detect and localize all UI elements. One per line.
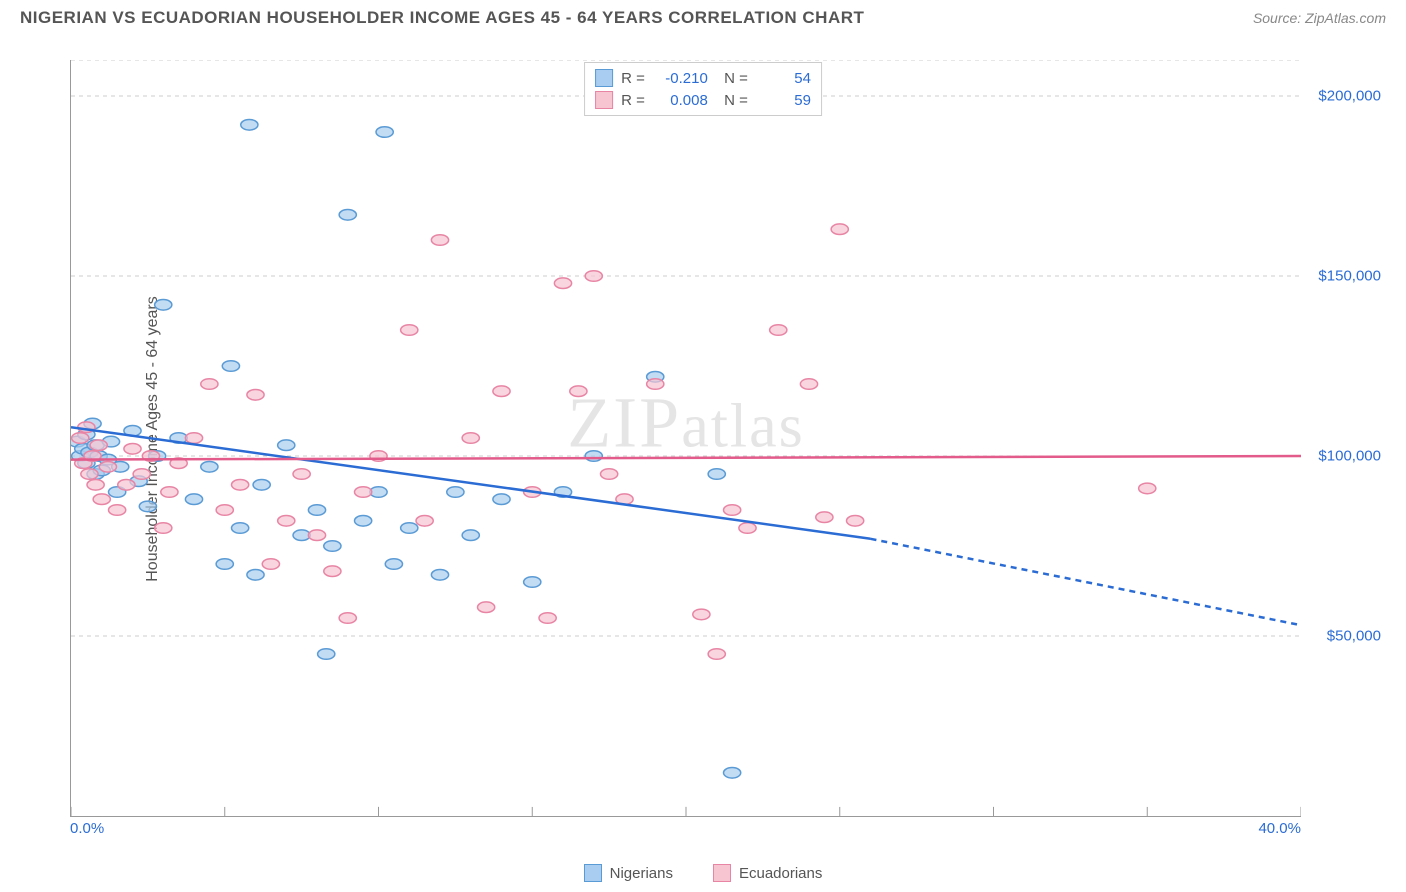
- r-value: 0.008: [653, 92, 708, 109]
- scatter-svg: [71, 60, 1301, 816]
- header: NIGERIAN VS ECUADORIAN HOUSEHOLDER INCOM…: [0, 0, 1406, 32]
- x-axis-labels: 0.0% 40.0%: [70, 820, 1301, 837]
- n-value: 59: [756, 92, 811, 109]
- legend-label: Nigerians: [610, 865, 673, 882]
- plot-region: ZIPatlas $50,000$100,000$150,000$200,000: [70, 60, 1301, 817]
- legend-row-ecuadorians: R = 0.008 N = 59: [595, 89, 811, 111]
- chart-title: NIGERIAN VS ECUADORIAN HOUSEHOLDER INCOM…: [20, 8, 864, 28]
- x-min-label: 0.0%: [70, 820, 104, 837]
- n-value: 54: [756, 70, 811, 87]
- swatch-icon: [595, 69, 613, 87]
- swatch-icon: [595, 91, 613, 109]
- legend-item-nigerians: Nigerians: [584, 864, 673, 882]
- correlation-legend: R = -0.210 N = 54 R = 0.008 N = 59: [584, 62, 822, 116]
- r-value: -0.210: [653, 70, 708, 87]
- y-tick-label: $150,000: [1318, 268, 1381, 285]
- bottom-legend: Nigerians Ecuadorians: [0, 864, 1406, 882]
- legend-row-nigerians: R = -0.210 N = 54: [595, 67, 811, 89]
- source-label: Source: ZipAtlas.com: [1253, 10, 1386, 26]
- y-tick-label: $50,000: [1327, 628, 1381, 645]
- legend-label: Ecuadorians: [739, 865, 822, 882]
- y-tick-label: $200,000: [1318, 88, 1381, 105]
- legend-item-ecuadorians: Ecuadorians: [713, 864, 822, 882]
- chart-area: Householder Income Ages 45 - 64 years R …: [20, 40, 1386, 837]
- swatch-icon: [713, 864, 731, 882]
- x-max-label: 40.0%: [1258, 820, 1301, 837]
- y-tick-label: $100,000: [1318, 448, 1381, 465]
- swatch-icon: [584, 864, 602, 882]
